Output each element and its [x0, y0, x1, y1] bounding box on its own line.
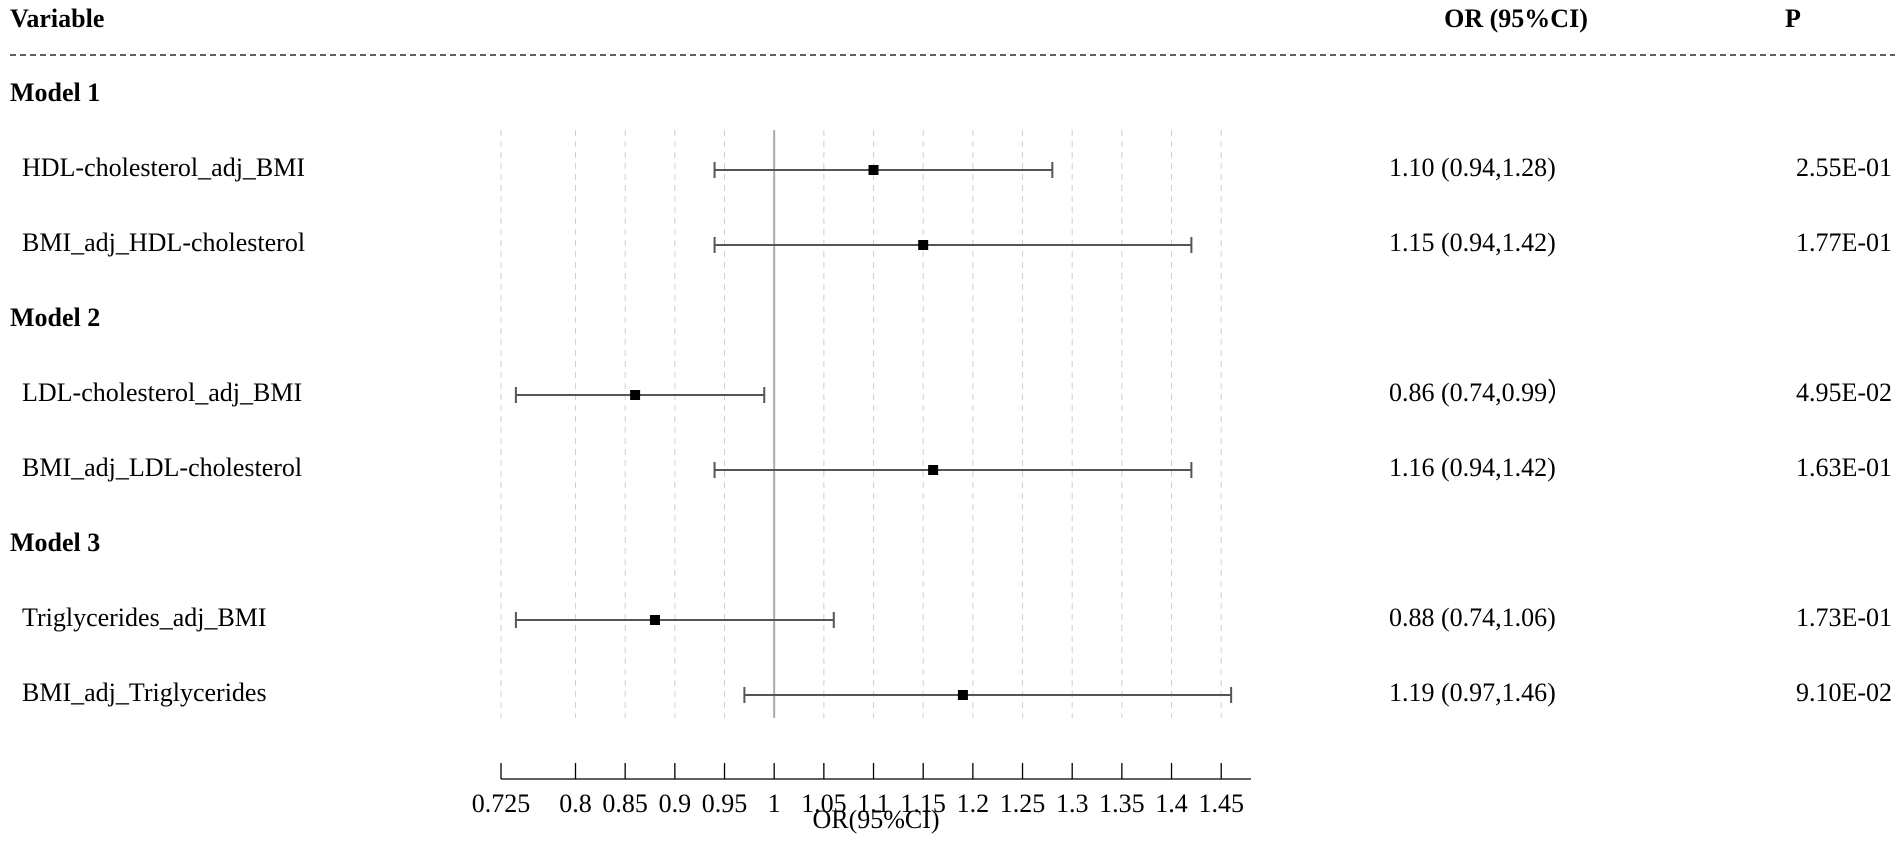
x-tick-label: 0.9	[659, 789, 692, 818]
x-tick-label: 1.2	[957, 789, 990, 818]
or-text: 1.15 (0.94,1.42)	[1389, 228, 1556, 257]
group-label: Model 2	[10, 303, 100, 332]
row-label: Triglycerides_adj_BMI	[22, 603, 267, 632]
or-text: 1.19 (0.97,1.46)	[1389, 678, 1556, 707]
row-label: BMI_adj_LDL-cholesterol	[22, 453, 302, 482]
point-estimate	[868, 165, 879, 175]
p-text: 1.63E-01	[1796, 453, 1892, 482]
or-text: 1.16 (0.94,1.42)	[1389, 453, 1556, 482]
p-text: 1.73E-01	[1796, 603, 1892, 632]
x-axis-label: OR(95%CI)	[812, 805, 939, 834]
or-text: 0.88 (0.74,1.06)	[1389, 603, 1556, 632]
point-estimate	[649, 615, 660, 625]
x-tick-label: 1.05	[801, 789, 847, 818]
x-tick-label: 0.725	[472, 789, 531, 818]
or-text: 1.10 (0.94,1.28)	[1389, 153, 1556, 182]
x-tick-label: 1.4	[1155, 789, 1188, 818]
x-tick-label: 0.8	[559, 789, 592, 818]
p-text: 1.77E-01	[1796, 228, 1892, 257]
p-text: 4.95E-02	[1796, 378, 1892, 407]
point-estimate	[957, 690, 968, 700]
row-label: LDL-cholesterol_adj_BMI	[22, 378, 302, 407]
point-estimate	[630, 390, 641, 400]
row-label: BMI_adj_HDL-cholesterol	[22, 228, 305, 257]
x-tick-label: 1.35	[1099, 789, 1145, 818]
column-header: P	[1785, 4, 1801, 33]
point-estimate	[918, 240, 929, 250]
point-estimate	[928, 465, 939, 475]
x-tick-label: 1.1	[857, 789, 890, 818]
column-header: OR (95%CI)	[1444, 4, 1588, 33]
p-text: 9.10E-02	[1796, 678, 1892, 707]
column-header: Variable	[10, 4, 104, 33]
x-tick-label: 1	[768, 789, 781, 818]
x-tick-label: 1.3	[1056, 789, 1089, 818]
group-label: Model 1	[10, 78, 100, 107]
x-tick-label: 1.15	[900, 789, 946, 818]
x-tick-label: 1.25	[1000, 789, 1046, 818]
p-text: 2.55E-01	[1796, 153, 1892, 182]
x-tick-label: 1.45	[1198, 789, 1244, 818]
x-tick-label: 0.95	[702, 789, 748, 818]
or-text: 0.86 (0.74,0.99）	[1389, 378, 1573, 407]
group-label: Model 3	[10, 528, 100, 557]
x-tick-label: 0.85	[602, 789, 648, 818]
row-label: BMI_adj_Triglycerides	[22, 678, 267, 707]
row-label: HDL-cholesterol_adj_BMI	[22, 153, 305, 182]
